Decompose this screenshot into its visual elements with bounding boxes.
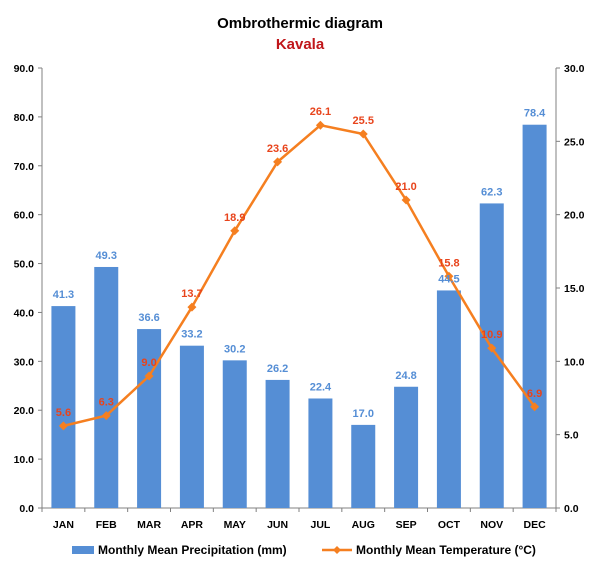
right-tick-label: 5.0 bbox=[564, 430, 579, 442]
precipitation-bar bbox=[394, 386, 419, 508]
x-tick-label: AUG bbox=[352, 519, 375, 531]
left-tick-label: 30.0 bbox=[14, 356, 35, 368]
precipitation-data-label: 22.4 bbox=[310, 381, 332, 393]
temperature-marker bbox=[530, 402, 540, 412]
precipitation-bar bbox=[265, 379, 290, 508]
temperature-data-label: 6.9 bbox=[527, 388, 542, 400]
temperature-marker bbox=[144, 371, 154, 381]
temperature-data-label: 23.6 bbox=[267, 143, 288, 155]
precipitation-data-label: 17.0 bbox=[353, 408, 374, 420]
temperature-data-label: 26.1 bbox=[310, 106, 331, 118]
chart-title: Ombrothermic diagram bbox=[217, 15, 383, 32]
temperature-data-label: 6.3 bbox=[99, 397, 114, 409]
left-tick-label: 50.0 bbox=[14, 259, 35, 271]
x-tick-label: JUL bbox=[310, 519, 330, 531]
precipitation-data-label: 26.2 bbox=[267, 363, 288, 375]
temperature-marker bbox=[315, 120, 325, 130]
left-tick-label: 80.0 bbox=[14, 112, 35, 124]
temperature-marker bbox=[101, 411, 111, 421]
temperature-marker bbox=[444, 271, 454, 281]
temperature-marker bbox=[487, 343, 497, 353]
chart-subtitle: Kavala bbox=[276, 36, 325, 53]
precipitation-data-label: 36.6 bbox=[138, 312, 159, 324]
temperature-data-label: 5.6 bbox=[56, 407, 71, 419]
left-tick-label: 10.0 bbox=[14, 454, 35, 466]
temperature-data-label: 21.0 bbox=[395, 181, 416, 193]
x-tick-label: MAY bbox=[224, 519, 246, 531]
precipitation-bar bbox=[222, 360, 247, 508]
x-tick-label: APR bbox=[181, 519, 204, 531]
x-tick-label: DEC bbox=[523, 519, 546, 531]
precipitation-bar bbox=[137, 329, 162, 508]
precipitation-data-label: 24.8 bbox=[395, 370, 416, 382]
temperature-marker bbox=[273, 157, 283, 167]
precipitation-bar bbox=[308, 398, 333, 508]
precipitation-data-label: 49.3 bbox=[96, 250, 117, 262]
precipitation-bar bbox=[351, 424, 376, 508]
x-tick-label: OCT bbox=[438, 519, 461, 531]
left-tick-label: 40.0 bbox=[14, 307, 35, 319]
temperature-data-label: 25.5 bbox=[353, 115, 374, 127]
temperature-data-label: 18.9 bbox=[224, 212, 245, 224]
x-tick-label: JAN bbox=[53, 519, 74, 531]
precipitation-data-label: 62.3 bbox=[481, 186, 502, 198]
x-tick-label: MAR bbox=[137, 519, 161, 531]
precipitation-bar bbox=[51, 306, 76, 508]
temperature-line bbox=[58, 120, 540, 431]
right-tick-label: 30.0 bbox=[564, 63, 585, 75]
temperature-marker bbox=[401, 195, 411, 205]
precipitation-data-label: 30.2 bbox=[224, 343, 245, 355]
temperature-data-label: 13.7 bbox=[181, 288, 202, 300]
temperature-data-label: 15.8 bbox=[438, 257, 459, 269]
right-tick-label: 10.0 bbox=[564, 356, 585, 368]
precipitation-bar bbox=[436, 290, 461, 508]
legend-temperature-marker bbox=[333, 546, 341, 554]
legend-precipitation-swatch bbox=[72, 546, 94, 554]
data-labels: 41.3 49.3 36.6 33.2 30.2 26.2 22.4 17.0 24.8 44.5… bbox=[53, 106, 546, 420]
temperature-data-label: 10.9 bbox=[481, 329, 502, 341]
left-tick-label: 90.0 bbox=[14, 63, 35, 75]
precipitation-data-label: 78.4 bbox=[524, 108, 546, 120]
precipitation-bar bbox=[522, 124, 547, 508]
x-tick-label: SEP bbox=[396, 519, 417, 531]
left-tick-label: 20.0 bbox=[14, 405, 35, 417]
precipitation-data-label: 41.3 bbox=[53, 289, 74, 301]
x-tick-label: JUN bbox=[267, 519, 288, 531]
precipitation-bar bbox=[179, 345, 204, 508]
temperature-marker bbox=[58, 421, 68, 431]
left-tick-label: 60.0 bbox=[14, 210, 35, 222]
right-tick-label: 0.0 bbox=[564, 503, 579, 515]
x-tick-label: NOV bbox=[480, 519, 503, 531]
precipitation-bar bbox=[94, 266, 119, 508]
precipitation-data-label: 33.2 bbox=[181, 329, 202, 341]
legend: Monthly Mean Precipitation (mm) Monthly M… bbox=[72, 543, 536, 557]
right-tick-label: 15.0 bbox=[564, 283, 585, 295]
precipitation-data-label: 44.5 bbox=[438, 273, 459, 285]
temperature-marker bbox=[187, 302, 197, 312]
temperature-marker bbox=[358, 129, 368, 139]
left-tick-label: 70.0 bbox=[14, 161, 35, 173]
temperature-marker bbox=[230, 226, 240, 236]
temperature-line-path bbox=[63, 123, 536, 428]
legend-temperature-label: Monthly Mean Temperature (°C) bbox=[356, 543, 536, 557]
right-tick-label: 25.0 bbox=[564, 136, 585, 148]
right-tick-label: 20.0 bbox=[564, 210, 585, 222]
x-tick-label: FEB bbox=[96, 519, 117, 531]
precipitation-bars bbox=[51, 124, 547, 508]
axes: 0.0 10.0 20.0 30.0 40.0 50.0 60.0 70.0 80.0 90.0 0… bbox=[14, 63, 585, 531]
temperature-data-label: 9.0 bbox=[141, 357, 156, 369]
left-tick-label: 0.0 bbox=[19, 503, 34, 515]
legend-precipitation-label: Monthly Mean Precipitation (mm) bbox=[98, 543, 287, 557]
precipitation-bar bbox=[479, 203, 504, 508]
